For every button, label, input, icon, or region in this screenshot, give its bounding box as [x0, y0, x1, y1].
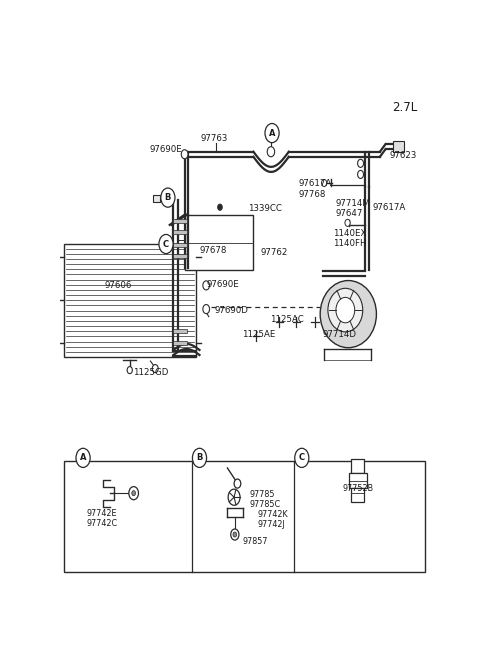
Text: 97762: 97762	[261, 248, 288, 257]
Text: 97857: 97857	[242, 537, 268, 546]
Text: 97606: 97606	[105, 281, 132, 290]
Text: 1140FH: 1140FH	[334, 239, 367, 248]
Circle shape	[159, 234, 173, 253]
Text: 97617A: 97617A	[298, 179, 331, 187]
Text: 97678: 97678	[200, 246, 227, 255]
Text: C: C	[163, 240, 169, 248]
Bar	[64, 244, 196, 357]
Bar	[64, 461, 425, 572]
Text: 97714D: 97714D	[322, 330, 356, 339]
Text: C: C	[299, 453, 305, 462]
Text: 1125AE: 1125AE	[242, 330, 276, 339]
Circle shape	[234, 479, 241, 488]
Bar	[351, 459, 364, 473]
Text: 97742E: 97742E	[87, 509, 117, 518]
Text: 97742C: 97742C	[87, 519, 118, 528]
Text: B: B	[165, 193, 171, 202]
Circle shape	[295, 448, 309, 468]
Bar	[173, 231, 187, 234]
Text: 97785C: 97785C	[250, 500, 281, 510]
Circle shape	[192, 448, 206, 468]
Circle shape	[322, 179, 327, 187]
Circle shape	[203, 281, 210, 290]
Circle shape	[345, 219, 350, 227]
Circle shape	[181, 150, 188, 159]
Circle shape	[132, 491, 135, 496]
Text: 1140EX: 1140EX	[334, 229, 367, 238]
Circle shape	[231, 529, 239, 540]
Bar	[173, 341, 187, 345]
Bar	[185, 215, 253, 271]
Circle shape	[218, 204, 222, 210]
Text: B: B	[196, 453, 203, 462]
Circle shape	[76, 448, 90, 468]
Bar	[393, 141, 404, 152]
Text: 97714M: 97714M	[335, 198, 370, 208]
Circle shape	[152, 365, 158, 373]
Circle shape	[228, 489, 240, 505]
Text: 2.7L: 2.7L	[392, 102, 417, 114]
Text: 97742J: 97742J	[257, 521, 285, 529]
Text: 1339CC: 1339CC	[248, 204, 282, 214]
Text: 97647: 97647	[335, 209, 363, 217]
Text: 97617A: 97617A	[372, 202, 406, 212]
Text: 97763: 97763	[201, 134, 228, 143]
Bar	[173, 243, 187, 247]
Text: 97690E: 97690E	[149, 145, 182, 154]
Text: 97690D: 97690D	[215, 306, 248, 315]
Circle shape	[127, 367, 132, 373]
Text: 97623: 97623	[389, 151, 417, 160]
Circle shape	[265, 124, 279, 143]
Bar	[173, 219, 187, 223]
Text: 97768: 97768	[298, 190, 325, 199]
Circle shape	[267, 147, 275, 157]
Circle shape	[358, 159, 363, 168]
Bar	[351, 488, 364, 502]
Text: 97752B: 97752B	[343, 483, 374, 493]
Circle shape	[161, 188, 175, 207]
Text: 97785: 97785	[250, 490, 275, 499]
Ellipse shape	[328, 288, 363, 332]
Text: 97690E: 97690E	[207, 280, 240, 289]
Ellipse shape	[320, 280, 376, 348]
Circle shape	[203, 305, 210, 314]
Bar	[173, 254, 187, 258]
Bar	[173, 329, 187, 333]
Circle shape	[336, 297, 355, 323]
Text: 1125GD: 1125GD	[132, 367, 168, 377]
Circle shape	[129, 487, 139, 500]
Text: A: A	[80, 453, 86, 462]
Bar	[153, 195, 160, 202]
Text: A: A	[269, 128, 276, 138]
Circle shape	[233, 532, 237, 537]
Text: 1125AC: 1125AC	[270, 314, 304, 324]
Bar	[348, 473, 367, 488]
Text: 97742K: 97742K	[257, 510, 288, 519]
Circle shape	[358, 170, 363, 178]
